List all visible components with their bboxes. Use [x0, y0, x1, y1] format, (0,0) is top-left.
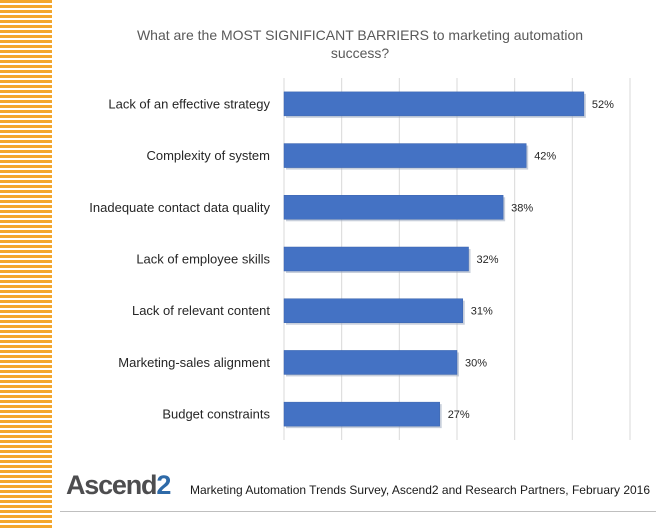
- value-label: 38%: [511, 202, 533, 214]
- category-label: Lack of employee skills: [136, 252, 270, 267]
- category-label: Marketing-sales alignment: [118, 355, 270, 370]
- value-label: 42%: [534, 151, 556, 163]
- bar: [283, 350, 458, 375]
- value-label: 52%: [592, 99, 614, 111]
- category-label: Lack of an effective strategy: [108, 96, 270, 111]
- category-label: Inadequate contact data quality: [89, 200, 270, 215]
- bottom-divider: [60, 511, 656, 512]
- ascend2-logo: Ascend2: [66, 470, 171, 501]
- chart-title-line-1: What are the MOST SIGNIFICANT BARRIERS t…: [136, 27, 584, 43]
- value-label: 31%: [471, 306, 493, 318]
- bar: [283, 401, 440, 427]
- category-label: Lack of relevant content: [132, 303, 270, 318]
- bar: [283, 91, 585, 117]
- value-label: 32%: [477, 254, 499, 266]
- logo-text: Ascend: [66, 470, 158, 500]
- chart-title: What are the MOST SIGNIFICANT BARRIERS t…: [60, 26, 660, 62]
- logo-digit: 2: [156, 470, 171, 500]
- bar: [283, 298, 464, 323]
- bar: [283, 143, 527, 168]
- source-footer: Marketing Automation Trends Survey, Asce…: [190, 483, 651, 497]
- bar: [283, 195, 504, 220]
- category-label: Complexity of system: [146, 148, 270, 163]
- category-label: Budget constraints: [162, 407, 270, 422]
- bar: [283, 246, 469, 272]
- value-label: 27%: [448, 409, 470, 421]
- decorative-stripe: [0, 0, 52, 528]
- chart-title-line-2: success?: [330, 45, 390, 61]
- value-label: 30%: [465, 357, 487, 369]
